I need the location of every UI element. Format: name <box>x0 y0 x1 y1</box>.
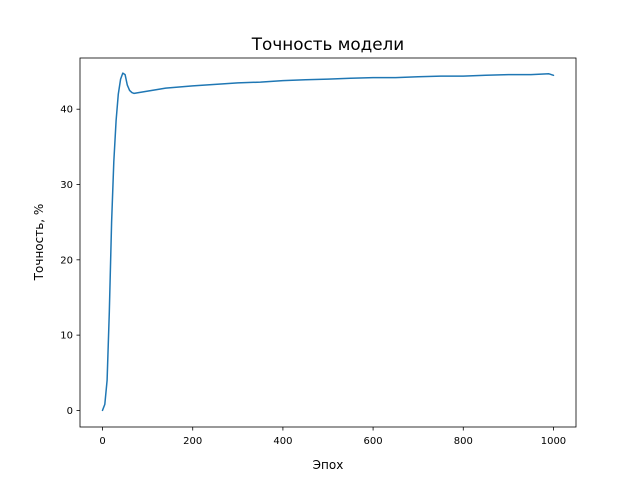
x-axis: 0 200 400 600 800 1000 <box>99 427 566 447</box>
x-tick-label: 1000 <box>541 436 566 447</box>
chart-title: Точность модели <box>251 34 404 54</box>
y-tick-label: 20 <box>60 255 73 266</box>
y-tick-label: 0 <box>67 406 73 417</box>
y-tick-label: 30 <box>60 180 73 191</box>
y-axis-title: Точность, % <box>32 204 46 282</box>
series-line-accuracy <box>101 72 555 412</box>
plot-area <box>79 57 577 428</box>
x-tick-label: 200 <box>183 436 202 447</box>
x-tick-label: 600 <box>364 436 383 447</box>
x-axis-title: Эпох <box>313 458 344 472</box>
x-tick-label: 800 <box>454 436 473 447</box>
axes-frame <box>79 57 577 428</box>
y-tick-label: 40 <box>60 105 73 116</box>
y-axis: 0 10 20 30 40 <box>60 105 80 417</box>
y-tick-label: 10 <box>60 331 73 342</box>
x-tick-label: 400 <box>273 436 292 447</box>
x-tick-label: 0 <box>99 436 105 447</box>
